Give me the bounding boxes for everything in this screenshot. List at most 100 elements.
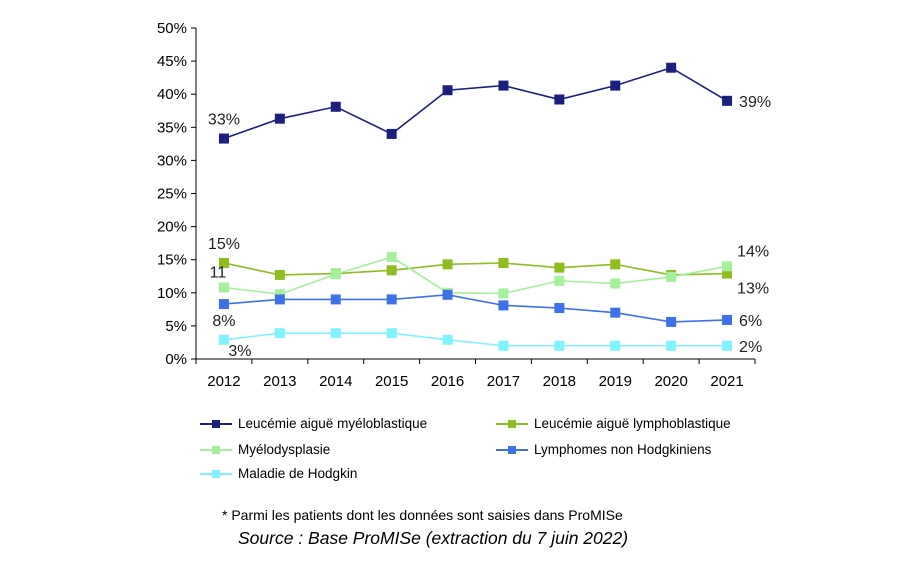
data-point bbox=[666, 340, 677, 351]
data-label: 13% bbox=[737, 281, 769, 298]
source-caption: Source : Base ProMISe (extraction du 7 j… bbox=[238, 528, 629, 548]
footnote: * Parmi les patients dont les données so… bbox=[222, 507, 623, 523]
data-label: 11 bbox=[210, 265, 227, 282]
data-label: 8% bbox=[212, 313, 235, 330]
data-point bbox=[722, 95, 733, 106]
data-point bbox=[442, 334, 453, 345]
legend-item-myelodysplasie: Myélodysplasie bbox=[200, 442, 330, 457]
data-point bbox=[330, 269, 341, 280]
legend-label: Myélodysplasie bbox=[238, 442, 331, 457]
x-tick-label: 2020 bbox=[654, 373, 687, 390]
data-point bbox=[498, 340, 509, 351]
data-point bbox=[330, 328, 341, 339]
data-point bbox=[610, 307, 621, 318]
data-point bbox=[442, 289, 453, 300]
legend-swatch bbox=[200, 445, 232, 454]
data-point bbox=[386, 294, 397, 305]
y-tick-label: 10% bbox=[157, 285, 187, 302]
series-line bbox=[223, 332, 728, 347]
x-tick-label: 2012 bbox=[207, 373, 240, 390]
data-point bbox=[722, 340, 733, 351]
x-tick-label: 2016 bbox=[431, 373, 464, 390]
data-point bbox=[498, 288, 509, 299]
data-label: 2% bbox=[739, 339, 762, 356]
data-point bbox=[330, 101, 341, 112]
legend-swatch bbox=[496, 445, 528, 454]
data-point bbox=[554, 94, 565, 105]
data-point bbox=[442, 85, 453, 96]
data-point bbox=[218, 299, 229, 310]
data-label: 6% bbox=[739, 313, 762, 330]
data-point bbox=[442, 259, 453, 270]
x-tick-label: 2013 bbox=[263, 373, 296, 390]
data-point bbox=[218, 258, 229, 269]
data-label: 33% bbox=[208, 112, 240, 129]
data-point bbox=[386, 265, 397, 276]
data-point bbox=[554, 275, 565, 286]
data-point bbox=[666, 62, 677, 73]
x-tick-label: 2018 bbox=[543, 373, 576, 390]
chart-data-labels: 33% 39% 15% 13% 11 14% 8% 6% 3% 2% bbox=[208, 94, 771, 360]
y-tick-label: 50% bbox=[157, 20, 187, 37]
line-chart: 0% 5% 10% 15% 20% 25% 30% 35% 40% 45% 50% 2012 2013 2… bbox=[157, 20, 771, 390]
data-point bbox=[554, 303, 565, 314]
data-label: 15% bbox=[208, 236, 240, 253]
data-point bbox=[554, 262, 565, 273]
y-tick-label: 0% bbox=[165, 351, 187, 368]
legend-label: Leucémie aiguë myéloblastique bbox=[238, 416, 428, 431]
data-point bbox=[330, 294, 341, 305]
data-point bbox=[218, 282, 229, 293]
data-point bbox=[218, 334, 229, 345]
x-tick-label: 2017 bbox=[487, 373, 520, 390]
x-tick-label: 2015 bbox=[375, 373, 408, 390]
y-tick-label: 40% bbox=[157, 86, 187, 103]
x-tick-label: 2019 bbox=[599, 373, 632, 390]
y-tick-label: 20% bbox=[157, 219, 187, 236]
series-leucemie-aigue-myeloblastique bbox=[218, 62, 733, 144]
y-tick-label: 5% bbox=[165, 318, 187, 335]
y-tick-label: 45% bbox=[157, 53, 187, 70]
legend-label: Leucémie aiguë lymphoblastique bbox=[534, 416, 731, 431]
legend-item-leucemie-aigue-lymphoblastique: Leucémie aiguë lymphoblastique bbox=[496, 416, 731, 431]
x-tick-label: 2021 bbox=[710, 373, 743, 390]
series-myelodysplasie bbox=[218, 252, 733, 300]
data-point bbox=[498, 80, 509, 91]
data-point bbox=[274, 113, 285, 124]
y-tick-label: 25% bbox=[157, 186, 187, 203]
chart-series bbox=[218, 62, 733, 351]
legend-label: Maladie de Hodgkin bbox=[238, 466, 358, 481]
data-point bbox=[218, 133, 229, 144]
legend-swatch bbox=[200, 419, 232, 428]
data-point bbox=[498, 300, 509, 311]
data-label: 3% bbox=[228, 343, 251, 360]
series-leucemie-aigue-lymphoblastique bbox=[218, 258, 733, 280]
data-point bbox=[498, 258, 509, 269]
data-point bbox=[722, 314, 733, 325]
data-point bbox=[722, 261, 733, 272]
data-point bbox=[666, 271, 677, 282]
data-point bbox=[274, 269, 285, 280]
data-point bbox=[610, 278, 621, 289]
data-point bbox=[554, 340, 565, 351]
data-point bbox=[722, 268, 733, 279]
data-point bbox=[274, 328, 285, 339]
data-point bbox=[274, 294, 285, 305]
data-point bbox=[386, 328, 397, 339]
data-point bbox=[386, 252, 397, 263]
data-label: 39% bbox=[739, 94, 771, 111]
data-point bbox=[610, 80, 621, 91]
data-label: 14% bbox=[737, 243, 769, 260]
y-tick-label: 15% bbox=[157, 252, 187, 269]
y-tick-label: 30% bbox=[157, 152, 187, 169]
data-point bbox=[666, 316, 677, 327]
x-tick-label: 2014 bbox=[319, 373, 352, 390]
data-point bbox=[274, 289, 285, 300]
data-point bbox=[386, 128, 397, 139]
series-line bbox=[223, 293, 728, 323]
series-line bbox=[223, 256, 728, 295]
series-maladie-de-hodgkin bbox=[218, 328, 733, 351]
legend-label: Lymphomes non Hodgkiniens bbox=[534, 442, 712, 457]
legend-item-leucemie-aigue-myeloblastique: Leucémie aiguë myéloblastique bbox=[200, 416, 427, 431]
series-line bbox=[223, 66, 728, 140]
data-point bbox=[610, 340, 621, 351]
